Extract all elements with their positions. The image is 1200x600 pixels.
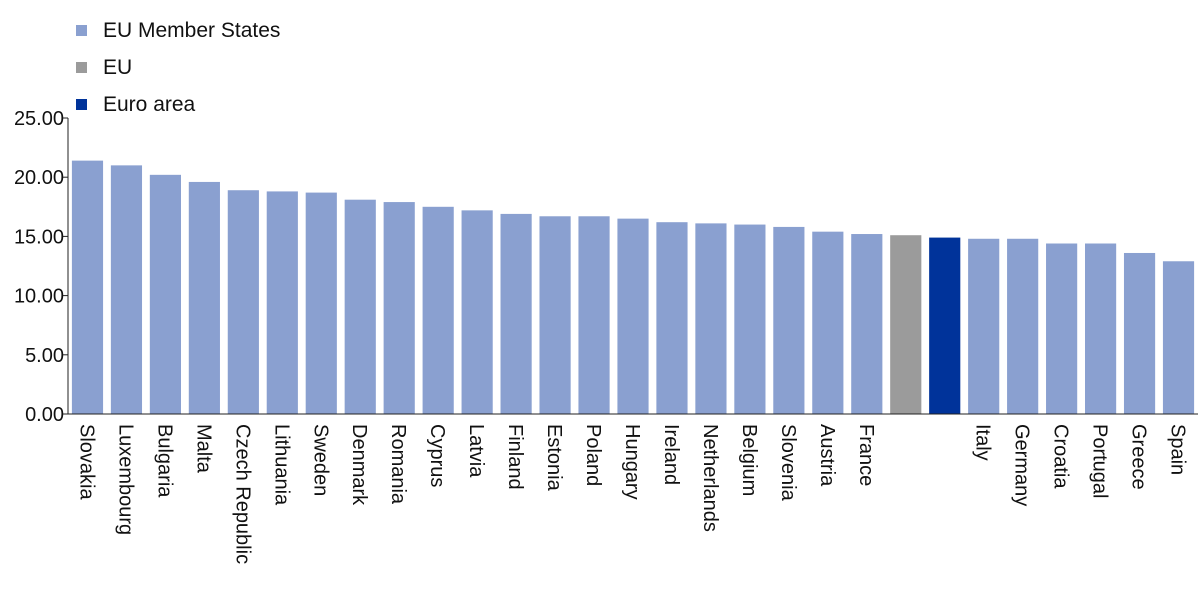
bar-croatia — [1046, 243, 1078, 414]
bar-slovakia — [71, 160, 104, 414]
x-tick-label: Bulgaria — [153, 424, 175, 498]
bar-greece — [1123, 252, 1156, 414]
legend-label: EU Member States — [103, 18, 281, 42]
bar-sweden — [305, 192, 337, 414]
chart-legend: EU Member States EU Euro area — [76, 12, 280, 123]
bar-hungary — [617, 218, 649, 414]
bar-slovenia — [773, 226, 805, 414]
bar-italy — [968, 238, 1000, 414]
x-tick-label: Cyprus — [426, 424, 448, 487]
x-tick-label: Poland — [582, 424, 604, 486]
x-tick-label: Czech Republic — [231, 424, 253, 564]
bar-ireland — [656, 222, 688, 414]
x-axis-labels: Slovakia Luxembourg Bulgaria Malta Czech Rep… — [75, 424, 1188, 564]
legend-item-member-states: EU Member States — [76, 12, 280, 49]
y-tick-label: 10.00 — [14, 286, 64, 308]
bar-latvia — [461, 210, 493, 414]
x-tick-label: Croatia — [1050, 424, 1072, 489]
y-axis: 0.00 5.00 10.00 15.00 20.00 25.00 — [14, 108, 68, 426]
bar-cyprus — [422, 206, 454, 414]
legend-label: EU — [103, 55, 133, 79]
bar-estonia — [539, 216, 571, 414]
x-tick-label: France — [855, 424, 877, 486]
legend-swatch-euro-area — [76, 99, 87, 110]
x-tick-label: Estonia — [543, 424, 565, 492]
x-tick-label: Hungary — [621, 424, 643, 500]
bar-czech-republic — [227, 190, 259, 414]
bars — [71, 160, 1195, 414]
x-tick-label: Italy — [972, 424, 994, 461]
bar-bulgaria — [149, 174, 181, 414]
bar-luxembourg — [110, 165, 143, 414]
bar-romania — [383, 202, 415, 414]
x-tick-label: Greece — [1128, 424, 1150, 490]
x-tick-label: Slovakia — [75, 424, 97, 500]
legend-swatch-member-states — [76, 25, 87, 36]
x-tick-label: Slovenia — [777, 424, 799, 502]
bar-spain — [1162, 261, 1195, 414]
bar-netherlands — [695, 223, 727, 414]
x-tick-label: Lithuania — [270, 424, 292, 506]
legend-item-euro-area: Euro area — [76, 86, 280, 123]
x-tick-label: Sweden — [309, 424, 331, 496]
x-tick-label: Finland — [504, 424, 526, 490]
legend-swatch-eu — [76, 62, 87, 73]
x-tick-label: Portugal — [1089, 424, 1111, 499]
bar-belgium — [734, 224, 766, 414]
x-tick-label: Netherlands — [699, 424, 721, 532]
bar-poland — [578, 216, 610, 414]
bar-germany — [1007, 238, 1039, 414]
x-tick-label: Spain — [1167, 424, 1189, 475]
x-tick-label: Germany — [1011, 424, 1033, 506]
x-tick-label: Denmark — [348, 424, 370, 506]
y-tick-label: 15.00 — [14, 226, 64, 248]
bar-portugal — [1085, 243, 1117, 414]
bar-euro-area — [929, 237, 961, 414]
bar-denmark — [344, 199, 376, 414]
x-tick-label: Austria — [816, 424, 838, 487]
x-tick-label: Latvia — [465, 424, 487, 478]
bar-lithuania — [266, 191, 298, 414]
y-tick-label: 20.00 — [14, 167, 64, 189]
x-tick-label: Romania — [387, 424, 409, 505]
x-tick-label: Luxembourg — [114, 424, 136, 535]
bar-eu — [890, 235, 922, 414]
y-tick-label: 5.00 — [25, 345, 64, 367]
y-tick-label: 0.00 — [25, 404, 64, 426]
bar-finland — [500, 213, 532, 414]
x-tick-label: Belgium — [738, 424, 760, 496]
bar-france — [851, 234, 883, 414]
y-tick-label: 25.00 — [14, 108, 64, 130]
legend-label: Euro area — [103, 92, 196, 116]
bar-austria — [812, 231, 844, 414]
legend-item-eu: EU — [76, 49, 280, 86]
x-tick-label: Malta — [192, 424, 214, 474]
x-tick-label: Ireland — [660, 424, 682, 485]
bar-malta — [188, 181, 220, 414]
